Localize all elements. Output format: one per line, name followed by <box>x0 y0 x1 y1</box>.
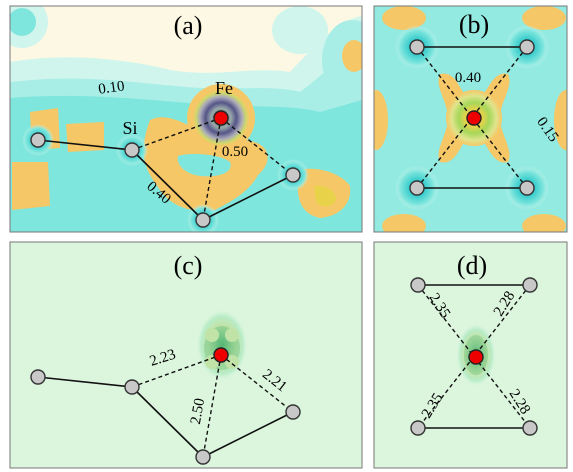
panel-a: (a) Fe Si 0.10 0.40 0.50 <box>9 5 363 233</box>
panel-c: (c) 2.23 2.21 2.50 <box>9 241 363 469</box>
fe-atom <box>466 110 482 126</box>
atom-label-si: Si <box>122 118 137 138</box>
si-atom <box>124 379 140 395</box>
si-atom <box>30 132 46 148</box>
fe-atom <box>213 110 229 126</box>
si-atom <box>409 39 425 55</box>
bond-length-c-bottom: 2.50 <box>188 397 208 426</box>
atom-label-fe: Fe <box>215 78 233 98</box>
panel-d: (d) 2.35 2.28 2.35 2.28 <box>373 241 568 469</box>
contour-label-a-bond-fe: 0.50 <box>222 144 248 160</box>
si-atom <box>522 420 538 436</box>
panel-label-c: (c) <box>174 251 203 280</box>
contour-label-a-outer: 0.10 <box>97 78 125 97</box>
fe-atom <box>468 349 484 365</box>
si-atom <box>519 39 535 55</box>
si-atom <box>285 404 301 420</box>
si-atom <box>410 277 426 293</box>
si-atom <box>410 420 426 436</box>
si-atom <box>195 449 211 465</box>
panel-label-b: (b) <box>459 10 489 39</box>
si-atom <box>195 212 211 228</box>
si-atom <box>409 180 425 196</box>
si-atom <box>124 142 140 158</box>
panel-b: (b) 0.40 0.15 <box>373 5 568 233</box>
panel-label-a: (a) <box>174 11 203 40</box>
fe-atom <box>213 347 229 363</box>
contour-label-b-upper: 0.40 <box>455 70 481 86</box>
si-atom <box>522 277 538 293</box>
panel-c-background <box>10 242 362 468</box>
bond-length-c-left: 2.23 <box>148 347 178 370</box>
panel-label-d: (d) <box>457 251 487 280</box>
si-atom <box>519 180 535 196</box>
si-atom <box>285 167 301 183</box>
si-atom <box>30 369 46 385</box>
